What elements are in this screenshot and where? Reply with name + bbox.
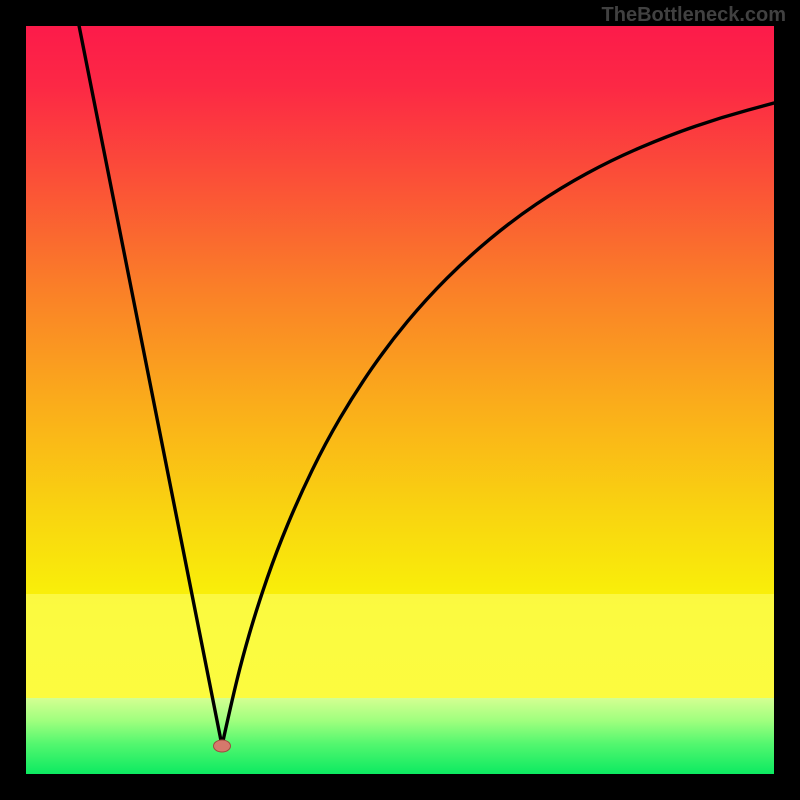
curve-path	[79, 26, 774, 746]
watermark-text: TheBottleneck.com	[602, 4, 786, 27]
plot-area	[26, 26, 774, 774]
bottleneck-curve	[26, 26, 774, 774]
minimum-marker	[213, 739, 231, 752]
